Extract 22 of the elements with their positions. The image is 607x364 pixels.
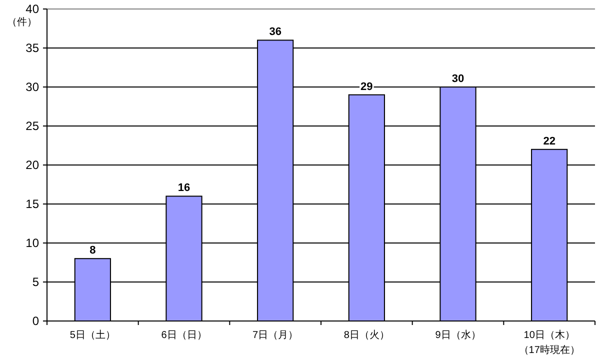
data-label: 8 [90,244,96,257]
data-label: 16 [178,182,190,194]
y-tick-label: 25 [26,119,40,133]
y-tick-label: 10 [26,236,40,250]
y-tick-label: 15 [26,197,40,211]
data-label: 36 [269,26,282,38]
y-tick-label: 40 [26,2,40,16]
y-tick-label: 20 [26,158,40,172]
y-tick-label: 0 [32,314,40,328]
data-label: 22 [543,135,556,148]
y-tick-label: 30 [26,80,40,94]
x-tick-label: 10日（木）（17時現在） [518,329,580,356]
data-label: 29 [360,80,373,93]
x-tick-label: 7日（月） [252,330,298,341]
x-tick-label: 5日（土） [70,329,116,341]
x-tick-label: 8日（火） [344,329,390,341]
data-label: 30 [452,73,464,85]
x-tick-label: 9日（水） [435,329,481,341]
x-tick-label: 6日（日） [161,330,207,341]
y-tick-label: 5 [32,275,40,289]
y-tick-label: 35 [26,41,40,55]
y-axis-title: （件） [7,17,37,28]
